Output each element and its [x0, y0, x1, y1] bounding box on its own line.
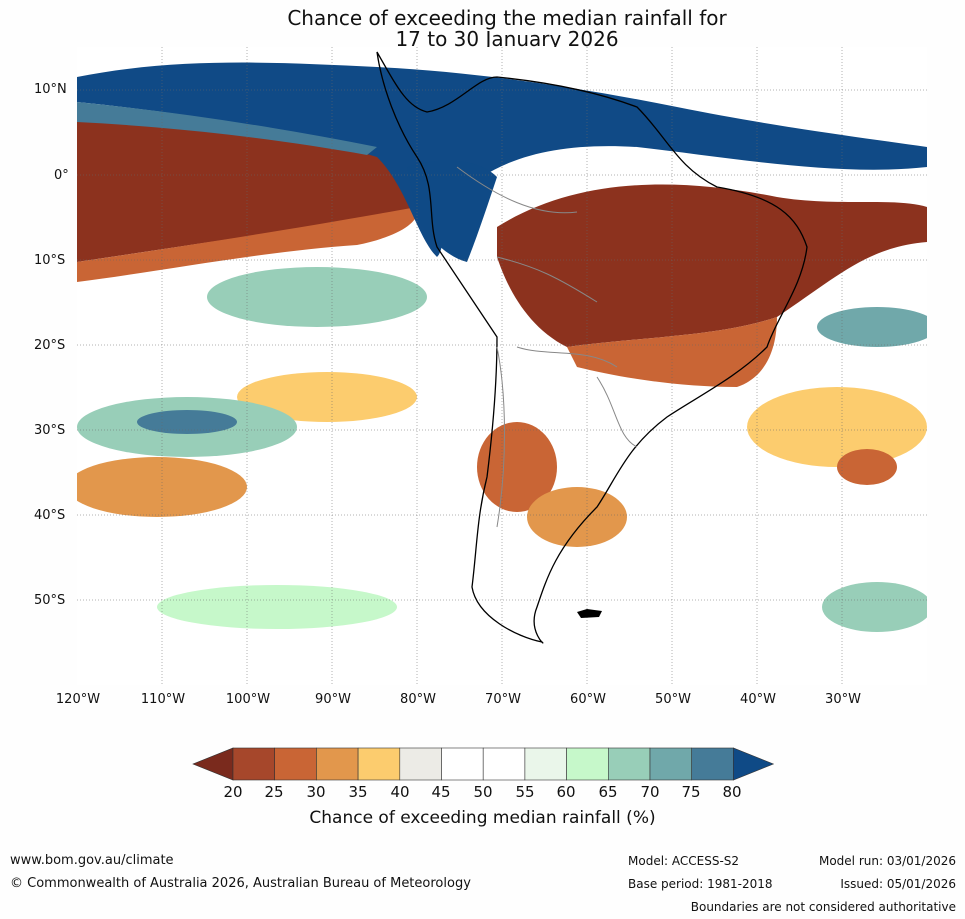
- dry-patch-chile: [477, 422, 557, 512]
- rainfall-map: [77, 47, 927, 685]
- south-america-coastline: [376, 51, 808, 644]
- colorbar-tick-70: 70: [640, 783, 660, 801]
- colorbar-tick-50: 50: [473, 783, 493, 801]
- lat-label-10s: 10°S: [34, 253, 66, 268]
- brazil-dry-patch: [497, 184, 927, 347]
- wet-patch-pacific-core: [137, 410, 237, 434]
- graticule: [77, 47, 927, 685]
- lon-label-40w: 40°W: [740, 692, 776, 707]
- colorbar-swatch: [482, 747, 526, 781]
- colorbar-label: Chance of exceeding median rainfall (%): [309, 808, 656, 828]
- colorbar-tick-25: 25: [264, 783, 284, 801]
- colorbar-swatch: [524, 747, 567, 781]
- footer-base-period: Base period: 1981-2018: [628, 877, 773, 891]
- northern-wet-band-upper: [77, 102, 377, 155]
- colorbar-tick-45: 45: [431, 783, 451, 801]
- colorbar-swatch: [566, 747, 609, 781]
- lon-label-100w: 100°W: [225, 692, 271, 707]
- dry-patch-argentina: [527, 487, 627, 547]
- lon-label-110w: 110°W: [140, 692, 186, 707]
- lon-label-30w: 30°W: [825, 692, 861, 707]
- colorbar-swatch: [274, 747, 317, 781]
- colorbar-tick-60: 60: [556, 783, 576, 801]
- lat-label-40s: 40°S: [34, 508, 66, 523]
- northern-wet-band: [77, 62, 927, 257]
- dry-patch-atlantic-south: [837, 449, 897, 485]
- lon-label-70w: 70°W: [485, 692, 521, 707]
- equatorial-dry-band: [77, 121, 421, 262]
- lat-label-20s: 20°S: [34, 338, 66, 353]
- colorbar-min-arrow: [192, 747, 234, 781]
- footer-disclaimer: Boundaries are not considered authoritat…: [690, 900, 956, 914]
- dry-patch-pacific-south: [77, 457, 247, 517]
- colorbar-tick-75: 75: [681, 783, 701, 801]
- footer-copyright: © Commonwealth of Australia 2026, Austra…: [10, 876, 471, 891]
- colorbar-swatch: [357, 747, 401, 781]
- footer-model-run: Model run: 03/01/2026: [818, 854, 956, 868]
- lon-label-80w: 80°W: [400, 692, 436, 707]
- lon-label-120w: 120°W: [55, 692, 101, 707]
- wet-patch-atlantic: [817, 307, 927, 347]
- colorbar-tick-40: 40: [390, 783, 410, 801]
- colorbar: [192, 747, 775, 781]
- colorbar-tick-80: 80: [722, 783, 742, 801]
- colorbar-swatch: [649, 747, 693, 781]
- dry-patch-pacific-mid: [237, 372, 417, 422]
- colorbar-swatch: [399, 747, 442, 781]
- wet-patch-pacific-10s: [207, 267, 427, 327]
- brazil-dry-edge: [567, 317, 777, 387]
- colorbar-tick-30: 30: [306, 783, 326, 801]
- colorbar-tick-55: 55: [515, 783, 535, 801]
- lat-label-0: 0°: [54, 168, 69, 183]
- wet-patch-atlantic-south: [822, 582, 927, 632]
- colorbar-swatch: [316, 747, 359, 781]
- colorbar-swatch: [232, 747, 276, 781]
- footer-website[interactable]: www.bom.gov.au/climate: [10, 853, 174, 868]
- wet-patch-south-pacific: [157, 585, 397, 629]
- falkland-islands: [577, 609, 602, 618]
- colorbar-swatch: [691, 747, 734, 781]
- colorbar-tick-35: 35: [348, 783, 368, 801]
- colorbar-max-arrow: [733, 747, 775, 781]
- colorbar-tick-20: 20: [223, 783, 243, 801]
- colorbar-swatch: [441, 747, 484, 781]
- map-title-line1: Chance of exceeding the median rainfall …: [287, 6, 727, 30]
- lon-label-50w: 50°W: [655, 692, 691, 707]
- andes-wet-strip: [407, 160, 497, 262]
- lon-label-90w: 90°W: [315, 692, 351, 707]
- footer-issued: Issued: 05/01/2026: [840, 877, 956, 891]
- footer-model: Model: ACCESS-S2: [628, 854, 740, 868]
- colorbar-swatch: [607, 747, 651, 781]
- lon-label-60w: 60°W: [570, 692, 606, 707]
- lat-label-30s: 30°S: [34, 423, 66, 438]
- lat-label-50s: 50°S: [34, 593, 66, 608]
- lat-label-10n: 10°N: [34, 82, 67, 97]
- country-borders: [456, 166, 638, 528]
- colorbar-tick-65: 65: [598, 783, 618, 801]
- dry-patch-atlantic: [747, 387, 927, 467]
